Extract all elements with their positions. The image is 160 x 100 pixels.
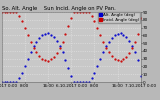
Text: So. Alt. Angle    Sun Incid. Angle on PV Pan.: So. Alt. Angle Sun Incid. Angle on PV Pa… — [2, 6, 115, 11]
Legend: Alt. Angle (deg), Incid. Angle (deg): Alt. Angle (deg), Incid. Angle (deg) — [98, 12, 140, 22]
